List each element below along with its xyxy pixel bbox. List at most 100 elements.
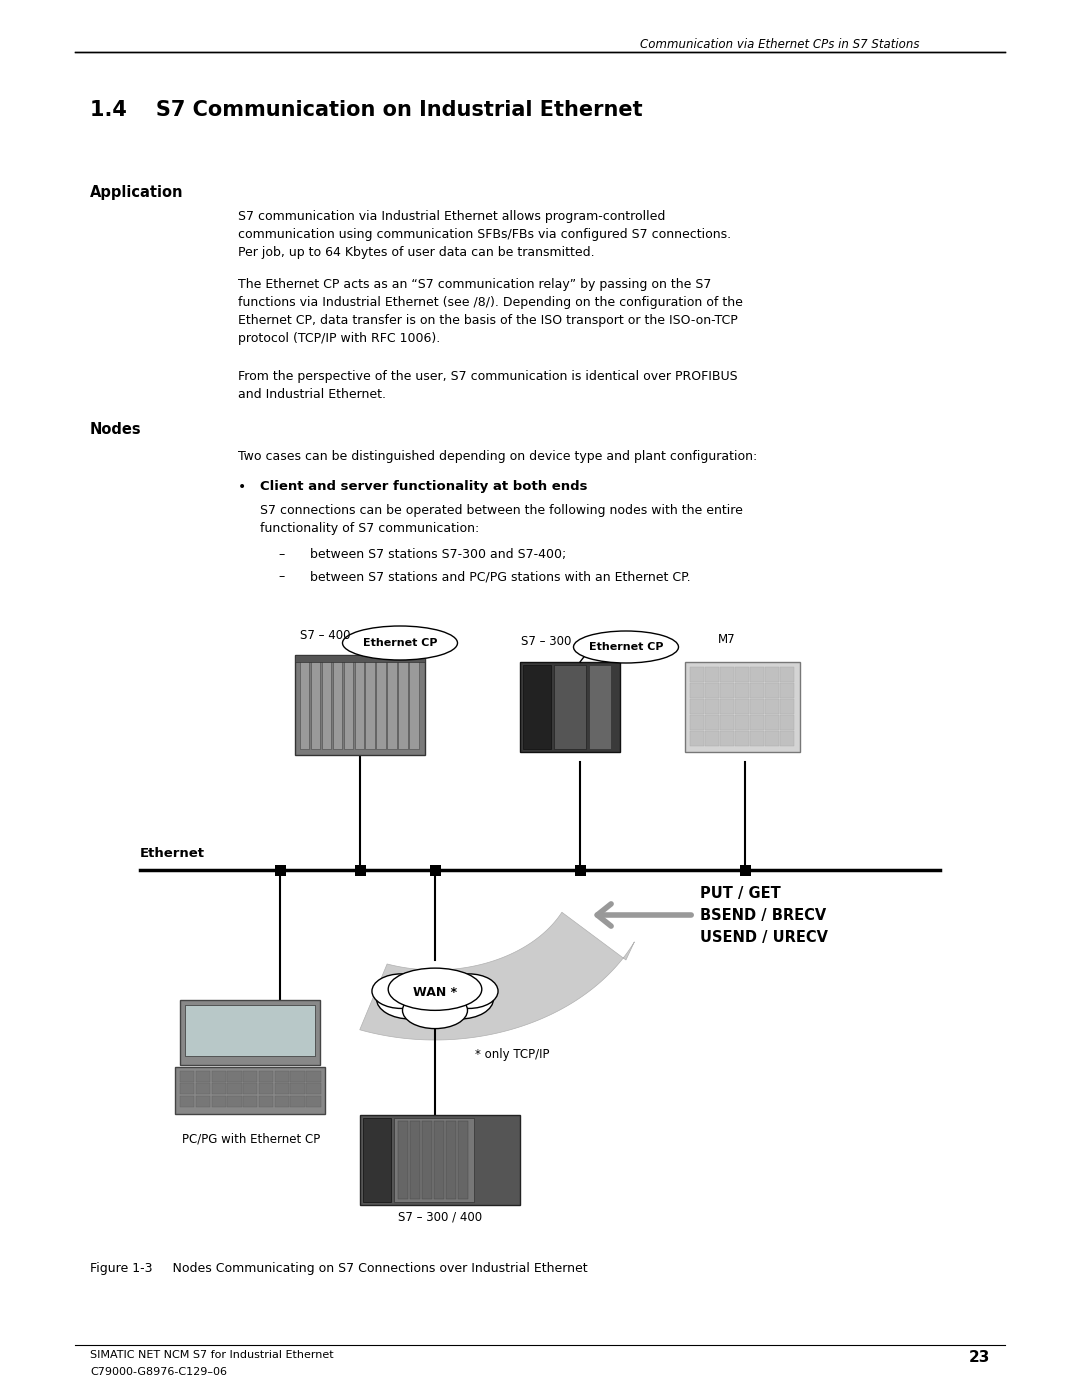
Bar bbox=[685, 662, 800, 752]
Text: –: – bbox=[278, 548, 284, 562]
Text: * only TCP/IP: * only TCP/IP bbox=[475, 1048, 550, 1060]
Text: WAN *: WAN * bbox=[413, 986, 457, 999]
Bar bbox=[780, 698, 794, 714]
Text: –: – bbox=[278, 570, 284, 583]
Bar bbox=[765, 683, 779, 698]
Text: 1.4    S7 Communication on Industrial Ethernet: 1.4 S7 Communication on Industrial Ether… bbox=[90, 101, 643, 120]
Bar bbox=[227, 1071, 242, 1081]
Bar bbox=[705, 715, 719, 731]
Bar bbox=[180, 1083, 194, 1094]
Ellipse shape bbox=[440, 974, 498, 1009]
Bar bbox=[180, 1000, 320, 1065]
Bar bbox=[259, 1095, 273, 1106]
Text: S7 – 400: S7 – 400 bbox=[300, 629, 351, 643]
Bar bbox=[690, 731, 704, 746]
Bar bbox=[212, 1071, 226, 1081]
Bar bbox=[458, 1120, 468, 1199]
Bar bbox=[394, 1118, 474, 1201]
Text: Two cases can be distinguished depending on device type and plant configuration:: Two cases can be distinguished depending… bbox=[238, 450, 757, 462]
Bar bbox=[765, 731, 779, 746]
Bar bbox=[690, 666, 704, 682]
Text: The Ethernet CP acts as an “S7 communication relay” by passing on the S7
functio: The Ethernet CP acts as an “S7 communica… bbox=[238, 278, 743, 345]
Ellipse shape bbox=[403, 992, 468, 1028]
Bar bbox=[575, 865, 586, 876]
Bar bbox=[291, 1071, 305, 1081]
Text: S7 – 300 / 400: S7 – 300 / 400 bbox=[397, 1210, 482, 1222]
Bar bbox=[195, 1083, 210, 1094]
Bar bbox=[363, 1118, 391, 1201]
Text: SIMATIC NET NCM S7 for Industrial Ethernet: SIMATIC NET NCM S7 for Industrial Ethern… bbox=[90, 1350, 334, 1361]
Bar bbox=[765, 698, 779, 714]
Text: PC/PG with Ethernet CP: PC/PG with Ethernet CP bbox=[183, 1132, 321, 1146]
Bar bbox=[300, 661, 309, 749]
Bar bbox=[365, 661, 375, 749]
Bar bbox=[355, 865, 366, 876]
Bar bbox=[311, 661, 321, 749]
Bar bbox=[780, 683, 794, 698]
Text: C79000-G8976-C129–06: C79000-G8976-C129–06 bbox=[90, 1368, 227, 1377]
Bar bbox=[780, 715, 794, 731]
Bar bbox=[422, 1120, 432, 1199]
Bar bbox=[750, 698, 764, 714]
Text: Figure 1-3     Nodes Communicating on S7 Connections over Industrial Ethernet: Figure 1-3 Nodes Communicating on S7 Con… bbox=[90, 1261, 588, 1275]
Bar bbox=[690, 715, 704, 731]
Text: Nodes: Nodes bbox=[90, 422, 141, 437]
Bar bbox=[307, 1083, 321, 1094]
Text: PUT / GET
BSEND / BRECV
USEND / URECV: PUT / GET BSEND / BRECV USEND / URECV bbox=[700, 886, 828, 946]
Bar bbox=[735, 715, 750, 731]
Text: •: • bbox=[238, 481, 246, 495]
Bar bbox=[409, 661, 419, 749]
Ellipse shape bbox=[372, 974, 431, 1009]
Text: Application: Application bbox=[90, 184, 184, 200]
Bar bbox=[554, 665, 586, 749]
Text: From the perspective of the user, S7 communication is identical over PROFIBUS
an: From the perspective of the user, S7 com… bbox=[238, 370, 738, 401]
Bar bbox=[720, 715, 734, 731]
Bar bbox=[195, 1071, 210, 1081]
Bar bbox=[705, 731, 719, 746]
Bar bbox=[780, 666, 794, 682]
Text: S7 communication via Industrial Ethernet allows program-controlled
communication: S7 communication via Industrial Ethernet… bbox=[238, 210, 731, 258]
Bar bbox=[376, 661, 386, 749]
Bar bbox=[307, 1071, 321, 1081]
Bar bbox=[720, 683, 734, 698]
Bar bbox=[259, 1083, 273, 1094]
Bar bbox=[410, 1120, 420, 1199]
Text: Client and server functionality at both ends: Client and server functionality at both … bbox=[260, 481, 588, 493]
Bar bbox=[523, 665, 551, 749]
Bar bbox=[705, 698, 719, 714]
Bar bbox=[589, 665, 611, 749]
Bar bbox=[227, 1083, 242, 1094]
Bar bbox=[243, 1083, 257, 1094]
Bar bbox=[735, 731, 750, 746]
Bar bbox=[720, 666, 734, 682]
Ellipse shape bbox=[426, 979, 494, 1018]
Bar bbox=[399, 661, 407, 749]
Bar bbox=[259, 1071, 273, 1081]
Polygon shape bbox=[360, 912, 634, 1039]
Bar bbox=[446, 1120, 456, 1199]
Bar bbox=[360, 1115, 519, 1206]
Text: 23: 23 bbox=[969, 1350, 990, 1365]
Bar bbox=[185, 1004, 315, 1056]
Bar bbox=[690, 683, 704, 698]
Bar bbox=[343, 661, 353, 749]
Bar bbox=[750, 683, 764, 698]
Text: Ethernet: Ethernet bbox=[140, 847, 205, 861]
Bar bbox=[295, 655, 426, 662]
Bar bbox=[750, 666, 764, 682]
Text: Ethernet CP: Ethernet CP bbox=[589, 643, 663, 652]
Ellipse shape bbox=[393, 970, 477, 1020]
Bar bbox=[780, 731, 794, 746]
Text: S7 connections can be operated between the following nodes with the entire
funct: S7 connections can be operated between t… bbox=[260, 504, 743, 535]
Bar bbox=[354, 661, 364, 749]
Bar bbox=[307, 1095, 321, 1106]
Ellipse shape bbox=[573, 631, 678, 664]
Bar bbox=[243, 1071, 257, 1081]
Bar bbox=[735, 698, 750, 714]
Bar bbox=[291, 1083, 305, 1094]
Bar bbox=[175, 1067, 325, 1113]
Bar bbox=[388, 661, 396, 749]
Bar bbox=[227, 1095, 242, 1106]
Bar bbox=[690, 698, 704, 714]
FancyArrowPatch shape bbox=[597, 904, 691, 926]
